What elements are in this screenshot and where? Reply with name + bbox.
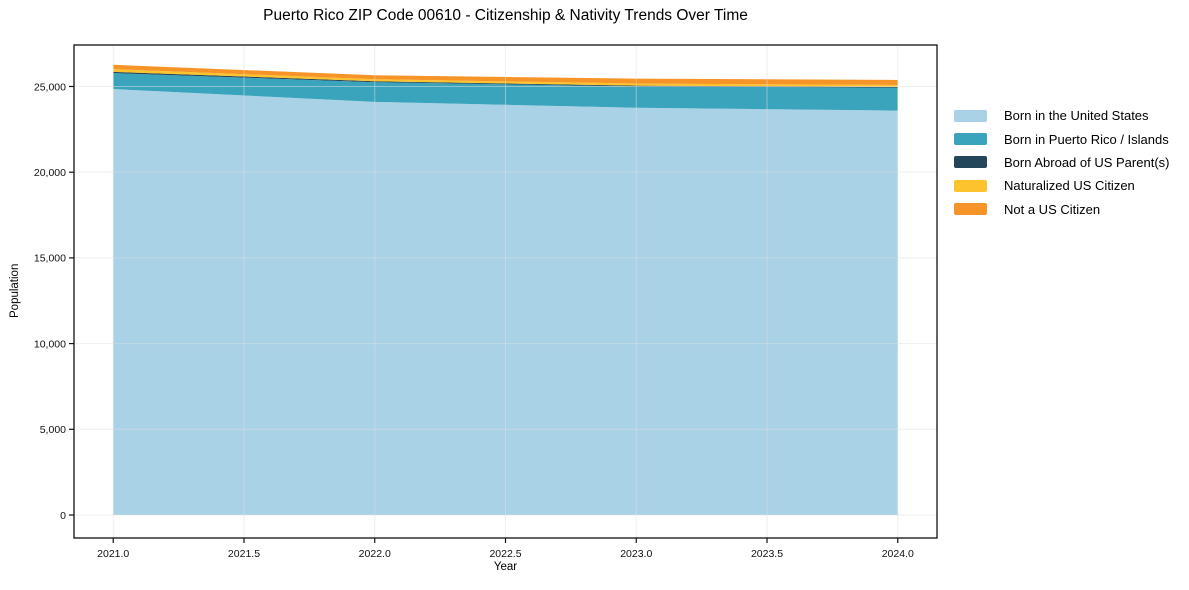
legend-label: Naturalized US Citizen: [1004, 178, 1135, 194]
y-tick-label: 0: [60, 510, 66, 522]
legend-item: Naturalized US Citizen: [954, 174, 1169, 197]
y-tick-label: 10,000: [34, 338, 66, 350]
x-tick-label: 2021.5: [228, 548, 260, 560]
chart-title: Puerto Rico ZIP Code 00610 - Citizenship…: [263, 7, 748, 24]
legend-item: Not a US Citizen: [954, 198, 1169, 221]
legend-swatch: [954, 203, 987, 216]
x-axis-label: Year: [493, 561, 518, 573]
legend-label: Born in the United States: [1004, 108, 1149, 124]
legend-item: Born Abroad of US Parent(s): [954, 151, 1169, 174]
legend-label: Born Abroad of US Parent(s): [1004, 154, 1170, 170]
legend-item: Born in Puerto Rico / Islands: [954, 127, 1169, 150]
legend-item: Born in the United States: [954, 104, 1169, 127]
legend-swatch: [954, 109, 987, 122]
legend-label: Not a US Citizen: [1004, 201, 1101, 217]
x-tick-label: 2022.5: [489, 548, 521, 560]
y-tick-label: 25,000: [34, 81, 66, 93]
legend-swatch: [954, 133, 987, 146]
x-tick-label: 2024.0: [882, 548, 914, 560]
y-tick-label: 20,000: [34, 167, 66, 179]
x-tick-label: 2023.5: [751, 548, 783, 560]
y-tick-label: 5,000: [40, 424, 66, 436]
legend: Born in the United States Born in Puerto …: [954, 104, 1169, 221]
x-tick-label: 2021.0: [97, 548, 129, 560]
legend-label: Born in Puerto Rico / Islands: [1004, 131, 1169, 147]
legend-swatch: [954, 179, 987, 192]
area-series-4: [113, 64, 898, 85]
x-tick-label: 2022.0: [359, 548, 391, 560]
y-tick-label: 15,000: [34, 253, 66, 265]
y-axis-label: Population: [9, 263, 21, 318]
legend-swatch: [954, 156, 987, 169]
x-tick-label: 2023.0: [620, 548, 652, 560]
